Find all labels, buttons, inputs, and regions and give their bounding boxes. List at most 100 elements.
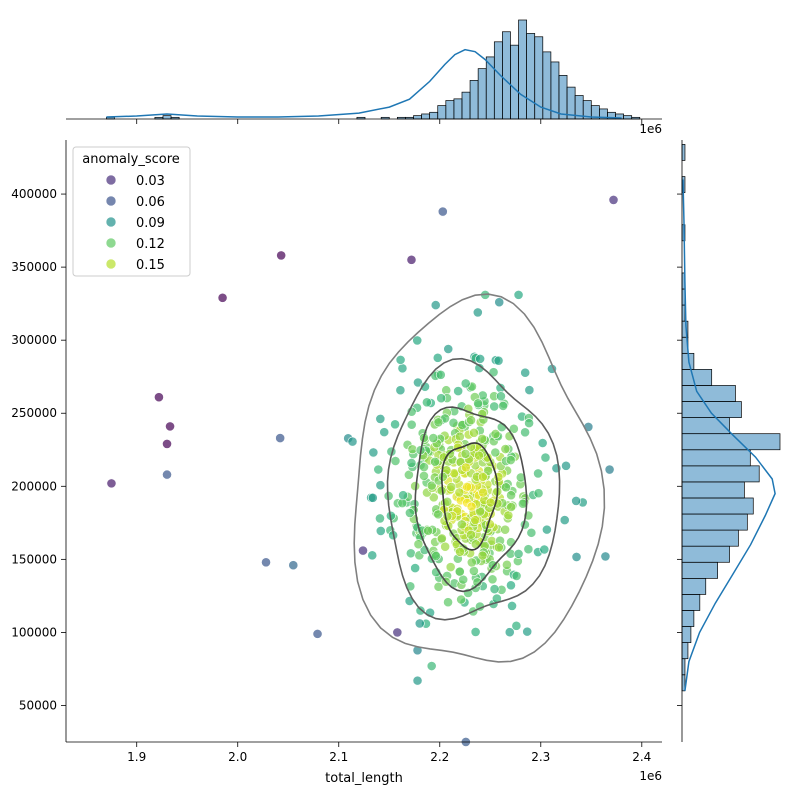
- scatter-point: [488, 367, 499, 378]
- right-histogram-bars: [681, 144, 781, 692]
- legend-marker: [105, 216, 117, 228]
- scatter-point: [477, 433, 488, 444]
- y-tick-label: 250000: [11, 406, 57, 420]
- kde-contours: [353, 293, 606, 663]
- y-tick-label: 150000: [11, 552, 57, 566]
- scatter-point: [506, 502, 517, 512]
- scatter-point: [537, 438, 548, 448]
- scatter-point: [106, 478, 117, 489]
- scatter-point: [437, 206, 448, 217]
- scatter-point: [367, 550, 378, 561]
- right-histogram-bar: [681, 626, 692, 643]
- scatter-point: [390, 419, 400, 430]
- scatter-point: [276, 250, 287, 261]
- scatter-point: [493, 355, 504, 366]
- scatter-point: [522, 626, 533, 637]
- x-tick-label: 2.4: [632, 750, 651, 764]
- scatter-point: [511, 620, 522, 631]
- top-histogram-bar: [421, 113, 431, 120]
- scatter-point: [533, 468, 543, 479]
- legend-entries: 0.03 0.06 0.09 0.12 0.15: [105, 174, 165, 273]
- scatter-point: [475, 353, 486, 364]
- kde-contour-line: [414, 406, 528, 593]
- top-marginal-ticks: [136, 119, 643, 124]
- y-tick-label: 50000: [19, 698, 57, 712]
- scatter-point: [454, 431, 465, 442]
- scatter-point: [485, 497, 496, 508]
- scatter-point: [217, 292, 228, 303]
- scatter-point: [600, 551, 611, 562]
- scatter-point: [473, 398, 484, 409]
- right-histogram-bar: [681, 561, 718, 579]
- scatter-point: [403, 469, 414, 480]
- scatter-point: [410, 563, 421, 573]
- scatter-point: [406, 458, 417, 468]
- scatter-point: [571, 496, 582, 506]
- right-histogram-bar: [681, 658, 686, 676]
- scatter-point: [448, 417, 459, 428]
- scatter-point: [426, 661, 437, 671]
- scatter-point: [440, 541, 451, 552]
- top-histogram-bar: [623, 115, 633, 120]
- scatter-point: [502, 559, 512, 570]
- scatter-point: [422, 397, 432, 408]
- scatter-point: [460, 462, 471, 473]
- top-marginal-histogram: 1e6: [66, 19, 662, 136]
- top-histogram-bar: [510, 44, 519, 120]
- scatter-point: [489, 401, 500, 412]
- top-histogram-bar: [437, 105, 447, 120]
- scatter-point: [453, 386, 464, 396]
- scatter-point: [477, 471, 488, 482]
- top-offset-text: 1e6: [639, 122, 662, 136]
- legend: anomaly_score 0.03 0.06 0.09 0.12 0.15: [72, 146, 191, 277]
- scatter-point: [443, 344, 454, 354]
- right-histogram-bar: [681, 497, 754, 515]
- x-tick-label: 2.2: [430, 750, 449, 764]
- scatter-point: [428, 492, 439, 503]
- top-histogram-bar: [493, 41, 503, 120]
- x-tick-label: 2.3: [531, 750, 550, 764]
- scatter-point: [493, 542, 504, 553]
- scatter-point: [474, 450, 484, 461]
- x-tick-label: 1.9: [127, 750, 146, 764]
- y-tick-label: 100000: [11, 625, 57, 639]
- top-histogram-bar: [453, 98, 463, 120]
- scatter-point: [524, 385, 535, 395]
- scatter-point: [436, 533, 447, 544]
- scatter-point: [433, 509, 444, 520]
- scatter-point: [477, 550, 488, 561]
- scatter-point: [430, 300, 441, 311]
- scatter-point: [490, 429, 501, 439]
- scatter-point: [404, 508, 415, 518]
- right-histogram-bar: [681, 545, 730, 563]
- scatter-point: [513, 548, 524, 559]
- top-histogram-bars: [106, 19, 641, 120]
- legend-label: 0.09: [136, 216, 165, 231]
- scatter-point: [608, 195, 619, 205]
- scatter-point: [397, 363, 408, 374]
- scatter-point: [501, 482, 511, 493]
- right-histogram-bar: [681, 401, 742, 418]
- scatter-point: [506, 580, 516, 591]
- scatter-point: [456, 594, 467, 605]
- right-histogram-bar: [681, 513, 748, 531]
- scatter-point: [504, 627, 515, 638]
- top-histogram-bar: [429, 111, 439, 120]
- scatter-point: [513, 289, 524, 300]
- top-kde-curve: [106, 48, 622, 119]
- scatter-point: [489, 584, 500, 594]
- kde-contour-line: [386, 357, 561, 621]
- scatter-point: [261, 557, 271, 568]
- scatter-point: [312, 628, 323, 639]
- legend-title: anomaly_score: [82, 152, 180, 167]
- scatter-point: [407, 444, 418, 455]
- right-histogram-bar: [681, 529, 739, 547]
- legend-label: 0.06: [136, 195, 165, 210]
- right-histogram-bar: [681, 369, 713, 386]
- y-tick-label: 350000: [11, 260, 57, 274]
- scatter-point: [432, 352, 443, 363]
- scatter-point: [511, 571, 522, 581]
- scatter-point: [561, 460, 571, 471]
- scatter-point: [162, 439, 172, 449]
